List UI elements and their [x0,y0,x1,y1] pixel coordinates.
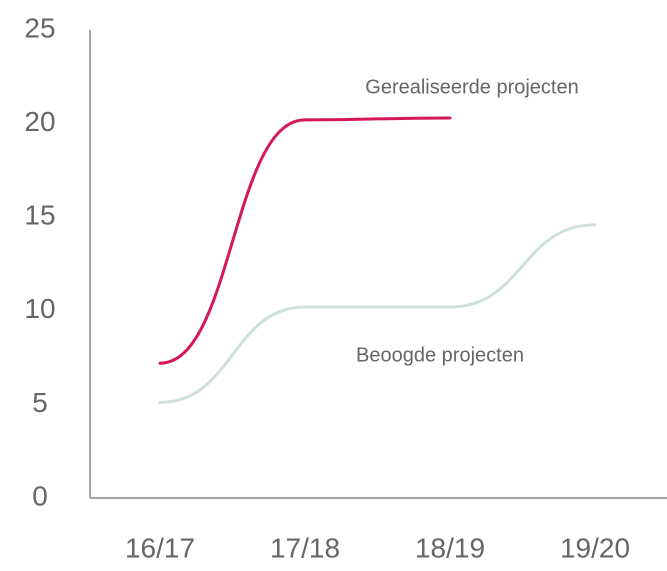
x-tick-label: 19/20 [560,532,630,563]
y-tick-label: 20 [24,106,55,137]
series-line [158,116,452,365]
x-tick-label: 16/17 [125,532,195,563]
y-tick-label: 25 [24,12,55,43]
x-tick-label: 17/18 [270,532,340,563]
x-tick-label: 18/19 [415,532,485,563]
y-tick-label: 5 [32,387,48,418]
series-label: Gerealiseerde projecten [365,76,578,98]
y-tick-label: 15 [24,200,55,231]
series-label: Beoogde projecten [356,344,524,366]
series-line [158,223,597,405]
y-tick-label: 0 [32,480,48,511]
y-tick-label: 10 [24,293,55,324]
